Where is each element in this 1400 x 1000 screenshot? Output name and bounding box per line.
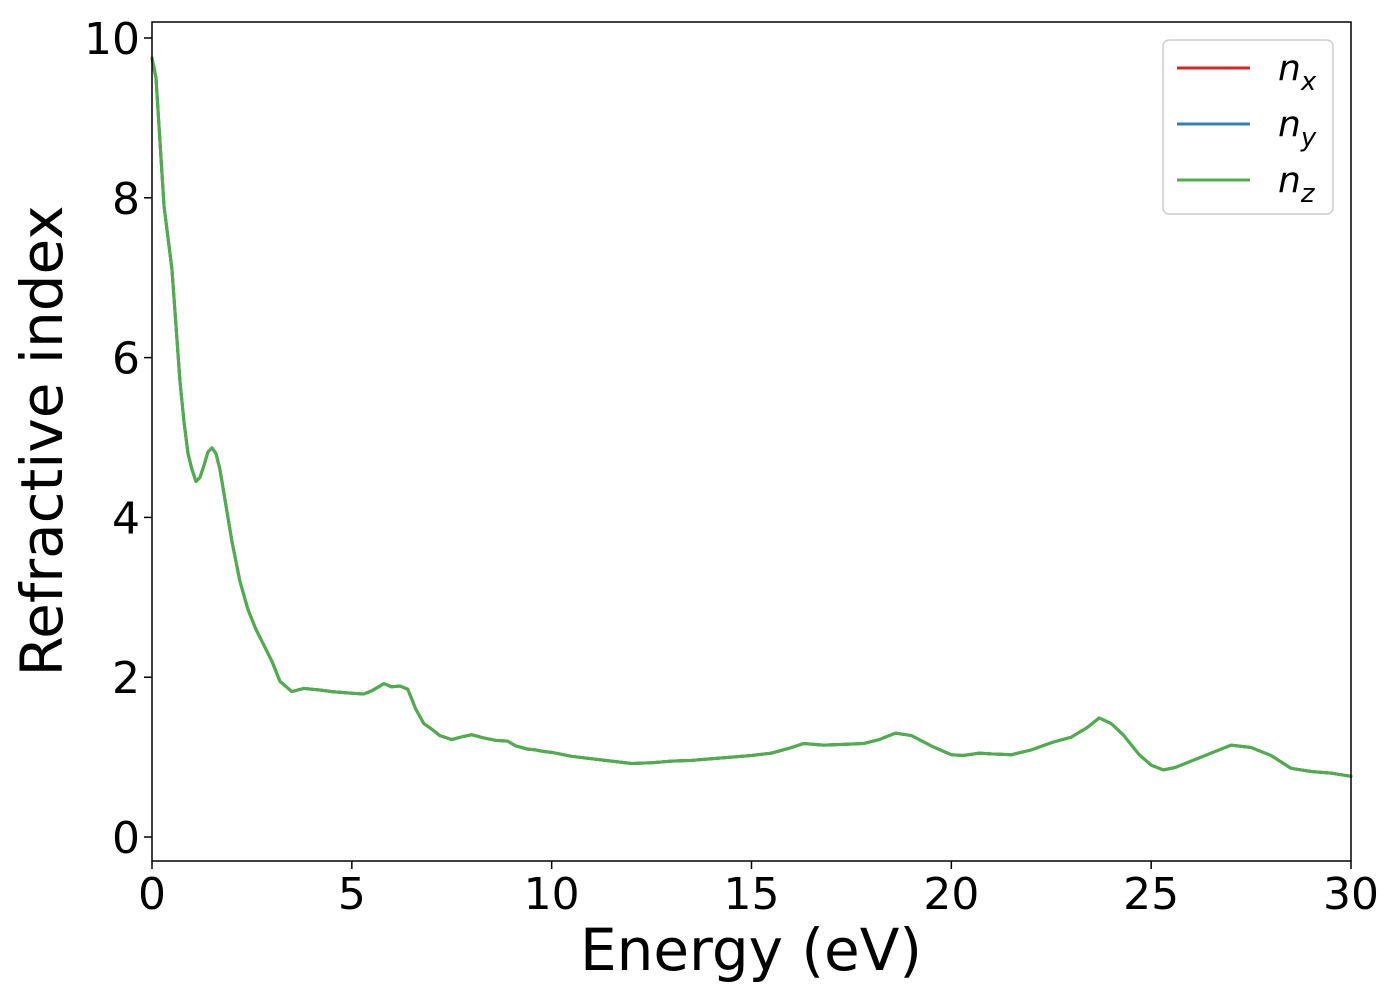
- x-axis: 0 5 10 15 20 25 30: [138, 861, 1379, 920]
- y-axis: 0 2 4 6 8 10: [84, 14, 152, 864]
- x-tick-label: 5: [338, 869, 366, 920]
- legend-label: nx: [1278, 48, 1317, 97]
- y-axis-label: Refractive index: [8, 205, 76, 676]
- legend-label: nz: [1278, 160, 1316, 209]
- x-tick-label: 15: [724, 869, 780, 920]
- y-tick-label: 4: [112, 493, 140, 544]
- y-tick-label: 6: [112, 334, 140, 385]
- x-tick-label: 30: [1323, 869, 1379, 920]
- legend: nx ny nz: [1162, 39, 1334, 215]
- legend-label: ny: [1278, 104, 1317, 153]
- x-axis-label: Energy (eV): [580, 916, 922, 984]
- y-tick-label: 2: [112, 653, 140, 704]
- x-tick-label: 0: [138, 869, 166, 920]
- series-line-n-z: [150, 56, 1353, 778]
- series-layer: [150, 56, 1353, 778]
- y-tick-label: 10: [84, 14, 140, 65]
- y-tick-label: 8: [112, 174, 140, 225]
- x-tick-label: 10: [524, 869, 580, 920]
- legend-frame: [1162, 39, 1334, 215]
- x-tick-label: 20: [923, 869, 979, 920]
- y-tick-label: 0: [112, 813, 140, 864]
- x-tick-label: 25: [1123, 869, 1179, 920]
